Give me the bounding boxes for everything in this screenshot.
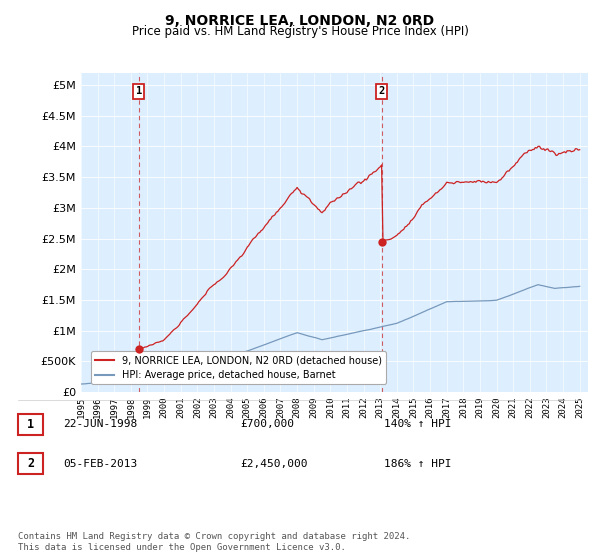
Text: Price paid vs. HM Land Registry's House Price Index (HPI): Price paid vs. HM Land Registry's House … bbox=[131, 25, 469, 38]
Text: 05-FEB-2013: 05-FEB-2013 bbox=[63, 459, 137, 469]
Text: 2: 2 bbox=[379, 86, 385, 96]
Text: 1: 1 bbox=[136, 86, 142, 96]
Text: Contains HM Land Registry data © Crown copyright and database right 2024.
This d: Contains HM Land Registry data © Crown c… bbox=[18, 532, 410, 552]
Text: £2,450,000: £2,450,000 bbox=[240, 459, 308, 469]
Text: 140% ↑ HPI: 140% ↑ HPI bbox=[384, 419, 452, 430]
Text: 1: 1 bbox=[27, 418, 34, 431]
Text: 186% ↑ HPI: 186% ↑ HPI bbox=[384, 459, 452, 469]
Text: 22-JUN-1998: 22-JUN-1998 bbox=[63, 419, 137, 430]
Text: 2: 2 bbox=[27, 457, 34, 470]
Text: 9, NORRICE LEA, LONDON, N2 0RD: 9, NORRICE LEA, LONDON, N2 0RD bbox=[166, 14, 434, 28]
Legend: 9, NORRICE LEA, LONDON, N2 0RD (detached house), HPI: Average price, detached ho: 9, NORRICE LEA, LONDON, N2 0RD (detached… bbox=[91, 351, 386, 384]
Text: £700,000: £700,000 bbox=[240, 419, 294, 430]
